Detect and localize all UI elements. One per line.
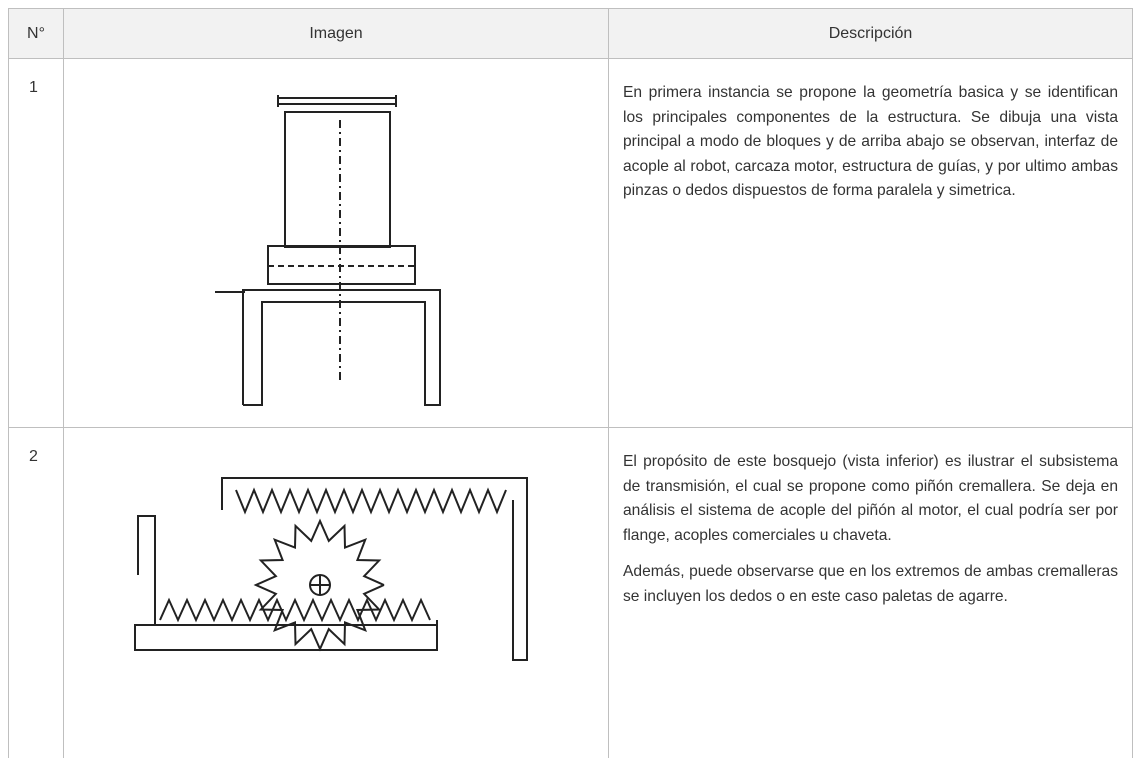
description-cell: En primera instancia se propone la geome…	[609, 59, 1133, 428]
description-cell: El propósito de este bosquejo (vista inf…	[609, 428, 1133, 758]
image-cell	[64, 59, 609, 428]
pinion-gear	[253, 518, 385, 652]
header-cell: Imagen	[64, 8, 609, 59]
header-cell: Descripción	[609, 8, 1133, 59]
row-number: 2	[8, 428, 64, 758]
sketch-bottom-view	[134, 477, 528, 661]
row-number: 1	[8, 59, 64, 428]
sketch-front-view	[215, 95, 441, 406]
paragraph: Además, puede observarse que en los extr…	[623, 563, 1118, 605]
paragraph: El propósito de este bosquejo (vista inf…	[623, 453, 1118, 544]
rack-teeth	[235, 487, 507, 515]
rack-teeth	[159, 597, 431, 623]
image-cell	[64, 428, 609, 758]
paragraph: En primera instancia se propone la geome…	[623, 84, 1118, 199]
header-cell: N°	[8, 8, 64, 59]
